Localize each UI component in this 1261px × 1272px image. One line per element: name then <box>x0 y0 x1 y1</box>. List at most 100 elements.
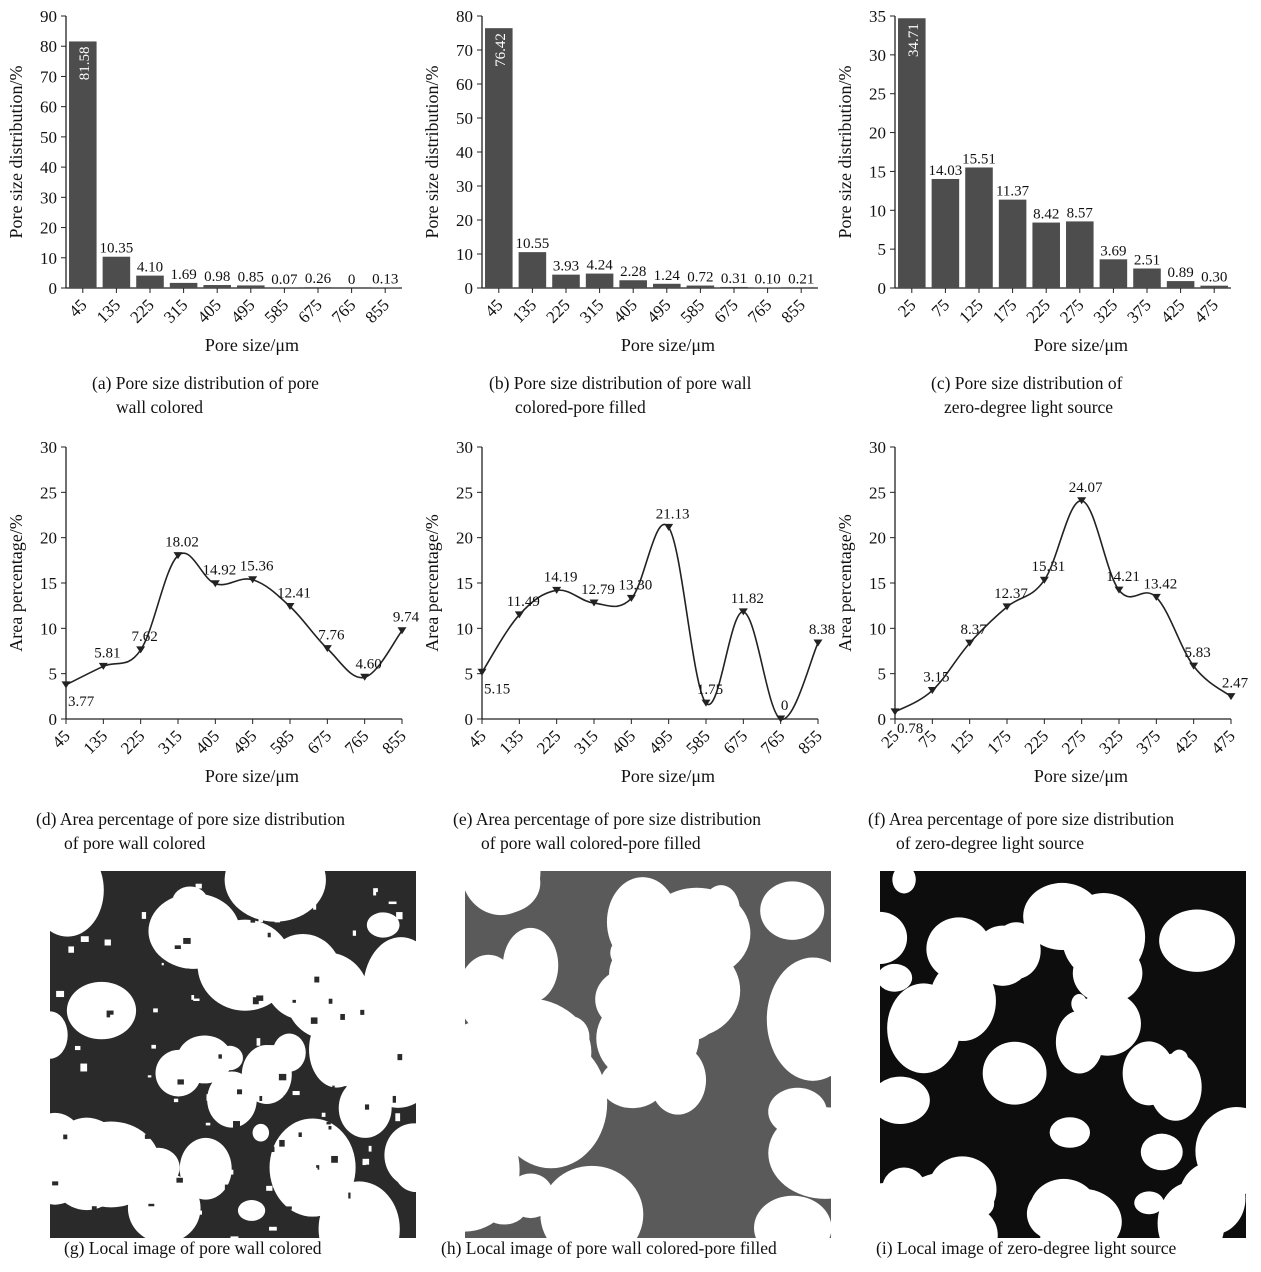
y-tick-label: 5 <box>465 665 474 684</box>
speckle <box>326 1121 331 1125</box>
data-point <box>738 608 748 616</box>
speckle <box>298 1132 302 1137</box>
x-tick-label: 855 <box>794 726 825 757</box>
micrograph-g <box>50 871 416 1238</box>
speckle <box>343 1066 349 1074</box>
data-point <box>664 523 674 531</box>
y-tick-label: 15 <box>456 574 473 593</box>
x-tick-label: 765 <box>341 726 372 757</box>
speckle <box>135 968 139 976</box>
y-tick-label: 0 <box>878 710 887 729</box>
data-label: 18.02 <box>165 535 199 551</box>
speckle <box>357 977 364 982</box>
pore <box>551 1016 590 1058</box>
y-tick-label: 5 <box>878 665 887 684</box>
micrograph-h <box>465 871 831 1238</box>
data-point <box>701 699 711 707</box>
y-tick-label: 90 <box>40 7 57 26</box>
speckle <box>267 1146 275 1152</box>
series-line <box>894 499 1232 713</box>
speckle <box>231 925 236 930</box>
speckle <box>328 1125 332 1130</box>
data-label: 0.98 <box>204 269 230 285</box>
y-tick-label: 70 <box>456 41 473 60</box>
y-axis-label: Pore size distribution/% <box>835 66 855 239</box>
pore <box>465 1071 510 1137</box>
x-tick-label: 495 <box>643 295 674 326</box>
x-tick-label: 405 <box>192 726 223 757</box>
data-label: 15.51 <box>962 151 996 167</box>
speckle <box>144 1134 150 1139</box>
speckle <box>123 1163 127 1167</box>
pore <box>1140 1133 1183 1171</box>
speckle <box>148 1203 155 1207</box>
speckle <box>395 1113 401 1122</box>
speckle <box>388 901 397 905</box>
bar <box>169 282 198 288</box>
y-tick-label: 20 <box>869 529 886 548</box>
pore <box>494 1037 608 1169</box>
speckle <box>362 1158 370 1165</box>
pore <box>73 995 105 1025</box>
speckle <box>153 1103 156 1112</box>
data-point <box>210 580 220 588</box>
data-point <box>1114 586 1124 594</box>
caption-b: (b) Pore size distribution of pore wall … <box>489 371 751 419</box>
speckle <box>224 1184 231 1190</box>
y-tick-label: 0 <box>465 710 474 729</box>
pore <box>507 1173 554 1219</box>
x-tick-label: 855 <box>362 295 393 326</box>
pore <box>465 1021 511 1088</box>
data-label: 0.31 <box>721 271 747 287</box>
data-label: 0.72 <box>687 270 713 286</box>
y-tick-label: 40 <box>40 158 57 177</box>
data-label: 14.03 <box>929 163 963 179</box>
pore <box>643 887 751 979</box>
data-label: 76.42 <box>493 33 509 67</box>
data-label: 5.81 <box>94 645 120 661</box>
speckle <box>195 883 202 889</box>
bar <box>1133 268 1161 288</box>
pore-layer <box>880 871 1246 1238</box>
speckle <box>277 1084 283 1090</box>
speckle <box>292 999 296 1003</box>
data-label: 0.26 <box>305 271 332 287</box>
y-tick-label: 50 <box>40 128 57 147</box>
data-point <box>589 599 599 607</box>
data-label: 7.62 <box>132 629 158 645</box>
speckle <box>52 1181 59 1186</box>
speckle <box>320 1181 324 1186</box>
pore <box>596 992 700 1085</box>
data-label: 3.69 <box>1100 243 1126 259</box>
data-point <box>1002 603 1012 611</box>
x-tick-label: 425 <box>1157 295 1188 326</box>
x-tick-label: 45 <box>464 726 489 751</box>
data-label: 5.15 <box>484 681 510 697</box>
pore <box>127 1173 201 1238</box>
pore <box>502 927 559 1003</box>
pore <box>892 871 916 894</box>
data-label: 0.78 <box>897 721 923 737</box>
speckle <box>361 1050 365 1054</box>
x-tick-label: 325 <box>1090 295 1121 326</box>
speckle <box>206 1094 214 1101</box>
speckle <box>177 1079 184 1085</box>
data-label: 4.24 <box>586 258 613 274</box>
data-label: 14.21 <box>1106 569 1140 585</box>
x-tick-label: 675 <box>294 295 325 326</box>
speckle <box>399 1195 404 1203</box>
speckle <box>258 914 263 923</box>
pore <box>474 1154 517 1199</box>
y-tick-label: 25 <box>869 85 886 104</box>
speckle <box>62 1211 67 1218</box>
speckle <box>183 937 191 944</box>
x-tick-label: 275 <box>1056 295 1087 326</box>
pore <box>1134 1191 1164 1215</box>
caption-c-line-2: zero-degree light source <box>944 397 1114 417</box>
y-tick-label: 20 <box>40 219 57 238</box>
x-tick-label: 175 <box>983 726 1014 757</box>
speckle <box>340 1097 345 1105</box>
y-tick-label: 80 <box>456 7 473 26</box>
data-point <box>322 645 332 653</box>
y-tick-label: 0 <box>49 279 58 298</box>
